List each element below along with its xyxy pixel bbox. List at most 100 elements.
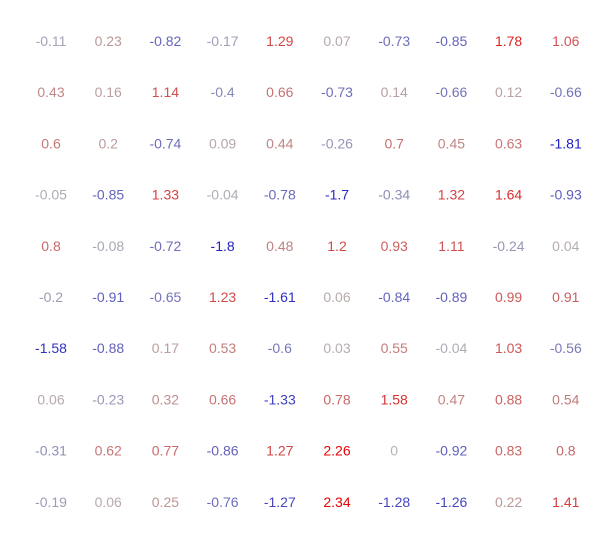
- heatmap-cell-value: -1.58: [35, 340, 67, 356]
- heatmap-cell-value: 0.22: [495, 494, 522, 510]
- heatmap-cell-value: 0.8: [41, 238, 61, 254]
- heatmap-cell-value: -0.89: [435, 289, 467, 305]
- heatmap-cell-value: 1.64: [495, 187, 522, 203]
- heatmap-cell-value: 1.06: [552, 33, 579, 49]
- heatmap-cell-value: 0: [390, 443, 398, 459]
- heatmap-cell-value: 1.2: [327, 238, 347, 254]
- heatmap-cell-value: -0.19: [35, 494, 67, 510]
- heatmap-cell-value: -0.88: [92, 340, 124, 356]
- heatmap-cell-value: 1.58: [381, 391, 408, 407]
- heatmap-cell-value: 1.11: [438, 238, 464, 254]
- heatmap-cell-value: 0.12: [495, 84, 522, 100]
- heatmap-cell-value: -0.2: [39, 289, 63, 305]
- heatmap-cell-value: 1.29: [266, 33, 293, 49]
- heatmap-cell-value: -0.26: [321, 135, 353, 151]
- heatmap-cell-value: -0.93: [550, 187, 582, 203]
- heatmap-cell-value: 0.93: [381, 238, 408, 254]
- heatmap-cell-value: 0.47: [438, 391, 465, 407]
- heatmap-cell-value: 1.03: [495, 340, 522, 356]
- heatmap-cell-value: -0.04: [207, 187, 239, 203]
- heatmap-cell-value: 0.48: [266, 238, 293, 254]
- heatmap-cell-value: -0.85: [435, 33, 467, 49]
- heatmap-cell-value: -0.66: [550, 84, 582, 100]
- heatmap-cell-value: 0.45: [438, 135, 465, 151]
- heatmap-cell-value: 0.06: [95, 494, 122, 510]
- heatmap-cell-value: -0.66: [435, 84, 467, 100]
- heatmap-cell-value: 0.78: [323, 391, 350, 407]
- heatmap-cell-value: -0.85: [92, 187, 124, 203]
- heatmap-cell-value: 0.14: [381, 84, 408, 100]
- heatmap-cell-value: 0.06: [37, 391, 64, 407]
- heatmap-cell-value: 0.63: [495, 135, 522, 151]
- heatmap-cell-value: 2.34: [323, 494, 350, 510]
- heatmap-cell-value: 0.17: [152, 340, 179, 356]
- heatmap-cell-value: 0.25: [152, 494, 179, 510]
- heatmap-cell-value: -0.34: [378, 187, 410, 203]
- heatmap-cell-value: 0.99: [495, 289, 522, 305]
- heatmap-cell-value: -1.26: [435, 494, 467, 510]
- heatmap-cell-value: -1.61: [264, 289, 296, 305]
- heatmap-cell-value: -1.28: [378, 494, 410, 510]
- heatmap-cell-value: 0.6: [41, 135, 61, 151]
- heatmap-cell-value: 0.88: [495, 391, 522, 407]
- heatmap-cell-value: -0.04: [435, 340, 467, 356]
- heatmap-cell-value: 0.77: [152, 443, 179, 459]
- heatmap-cell-value: 1.23: [209, 289, 236, 305]
- heatmap-cell-value: 0.2: [98, 135, 118, 151]
- heatmap-cell-value: 1.27: [266, 443, 293, 459]
- heatmap-cell-value: -0.73: [321, 84, 353, 100]
- heatmap-cell-value: -1.33: [264, 391, 296, 407]
- heatmap-cell-value: -0.84: [378, 289, 410, 305]
- heatmap-cell-value: 0.23: [95, 33, 122, 49]
- heatmap-cell-value: -1.81: [550, 135, 582, 151]
- heatmap-cell-value: -0.08: [92, 238, 124, 254]
- heatmap-cell-value: -0.65: [149, 289, 181, 305]
- heatmap-cell-value: 0.66: [209, 391, 236, 407]
- heatmap-cell-value: -0.91: [92, 289, 124, 305]
- heatmap-cell-value: -0.56: [550, 340, 582, 356]
- heatmap-cell-value: 0.04: [552, 238, 579, 254]
- heatmap-cell-value: 0.43: [37, 84, 64, 100]
- heatmap-cell-value: -1.7: [325, 187, 349, 203]
- heatmap-cell-value: 0.91: [552, 289, 579, 305]
- heatmap-cell-value: -0.17: [207, 33, 239, 49]
- heatmap-cell-value: 0.66: [266, 84, 293, 100]
- heatmap-cell-value: 2.26: [323, 443, 350, 459]
- heatmap-cell-value: 0.55: [381, 340, 408, 356]
- heatmap-cell-value: 1.41: [552, 494, 579, 510]
- heatmap-cell-value: -0.72: [149, 238, 181, 254]
- heatmap-cell-value: -0.82: [149, 33, 181, 49]
- heatmap-cell-value: -0.73: [378, 33, 410, 49]
- heatmap-cell-value: -1.8: [211, 238, 235, 254]
- heatmap-cell-value: 0.53: [209, 340, 236, 356]
- heatmap-cell-value: -0.11: [36, 33, 67, 49]
- heatmap-cell-value: 1.78: [495, 33, 522, 49]
- heatmap-cell-value: 0.06: [323, 289, 350, 305]
- heatmap-cell-value: 0.7: [384, 135, 404, 151]
- heatmap-cell-value: 0.09: [209, 135, 236, 151]
- heatmap-cell-value: -0.24: [493, 238, 525, 254]
- heatmap-cell-value: -0.92: [435, 443, 467, 459]
- heatmap-cell-value: 0.54: [552, 391, 579, 407]
- heatmap-cell-value: -0.31: [35, 443, 67, 459]
- heatmap-cells: -0.11 0.23 -0.82 -0.17 1.29 0.07 -0.73 -0.85 1.7…: [35, 33, 582, 510]
- heatmap-cell-value: -0.05: [35, 187, 67, 203]
- heatmap-cell-value: 1.14: [152, 84, 179, 100]
- heatmap-cell-value: -0.23: [92, 391, 124, 407]
- heatmap-cell-value: 0.44: [266, 135, 293, 151]
- heatmap-cell-value: -0.86: [207, 443, 239, 459]
- heatmap-cell-value: 0.16: [95, 84, 122, 100]
- heatmap-cell-value: -0.4: [211, 84, 235, 100]
- heatmap-cell-value: -0.74: [149, 135, 181, 151]
- heatmap-cell-value: -0.78: [264, 187, 296, 203]
- heatmap-cell-value: -0.6: [268, 340, 292, 356]
- heatmap-cell-value: 1.33: [152, 187, 179, 203]
- heatmap-cell-value: 0.32: [152, 391, 179, 407]
- heatmap-cell-value: 0.8: [556, 443, 576, 459]
- heatmap-cell-value: -1.27: [264, 494, 296, 510]
- heatmap-cell-value: 0.03: [323, 340, 350, 356]
- heatmap-cell-value: 1.32: [438, 187, 465, 203]
- heatmap-cell-value: 0.83: [495, 443, 522, 459]
- heatmap-cell-value: -0.76: [207, 494, 239, 510]
